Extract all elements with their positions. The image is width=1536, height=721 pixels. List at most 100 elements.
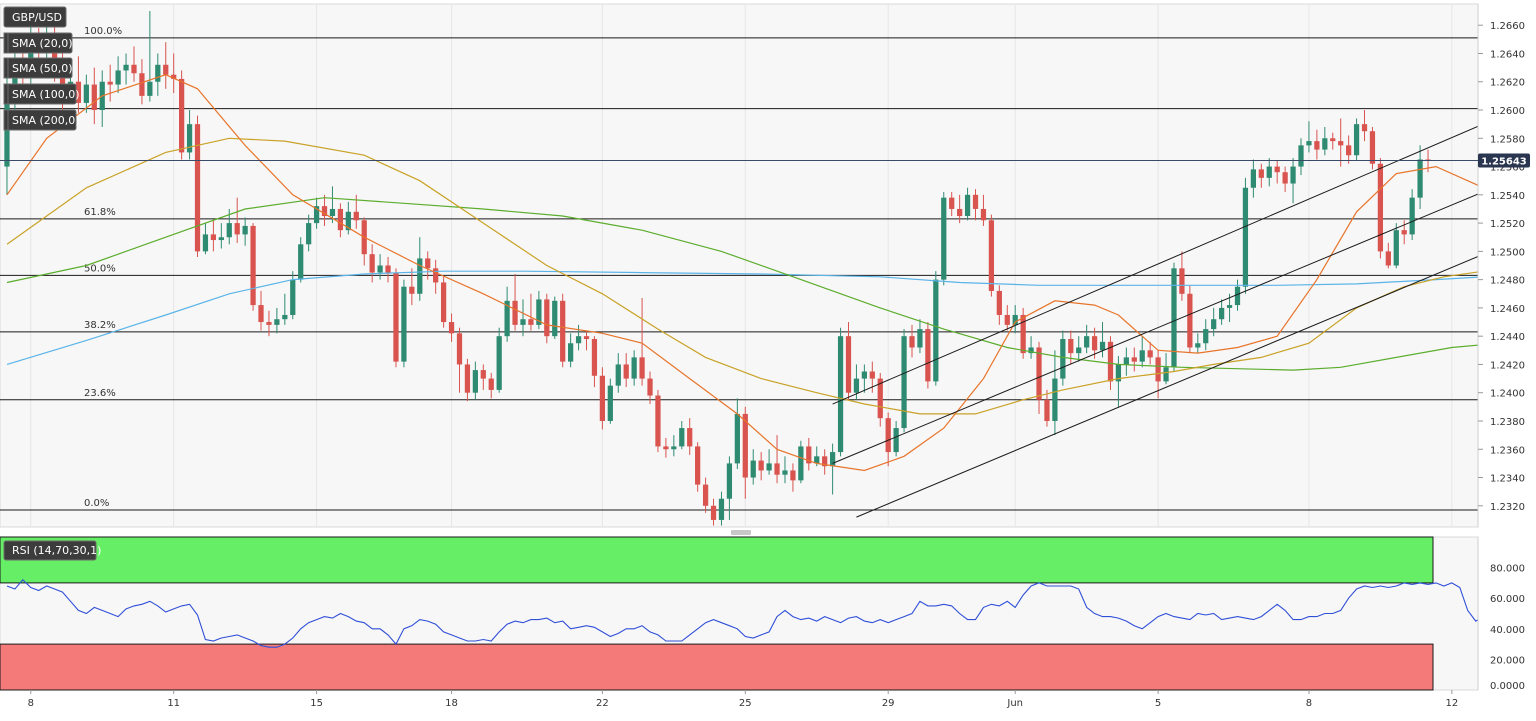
price-tick-label: 1.2620: [1490, 78, 1525, 89]
candle-body: [822, 456, 828, 467]
fib-label: 50.0%: [84, 263, 116, 274]
x-tick-label: 11: [167, 698, 180, 709]
price-tick-label: 1.2420: [1490, 360, 1525, 371]
candle-body: [1052, 378, 1058, 421]
rsi-axis-bg: [1478, 537, 1536, 690]
candle-body: [298, 244, 304, 280]
candle-body: [1377, 163, 1384, 252]
candle-body: [234, 223, 240, 235]
candle-body: [448, 322, 455, 334]
rsi-zones: [0, 536, 1434, 691]
symbol-text: GBP/USD: [12, 11, 62, 24]
candle-body: [401, 286, 407, 362]
rsi-tick-label: 40.000: [1490, 625, 1525, 636]
x-tick-label: 25: [739, 698, 752, 709]
candle-body: [1179, 268, 1185, 294]
candle-body: [726, 463, 733, 499]
candle-body: [806, 446, 812, 464]
fib-label: 23.6%: [84, 388, 116, 399]
candle-body: [186, 124, 193, 153]
candle-body: [1298, 145, 1304, 167]
candle-body: [671, 446, 677, 450]
candle-body: [1361, 124, 1368, 132]
candle-body: [1060, 339, 1066, 379]
x-tick-label: 18: [445, 698, 458, 709]
candle-body: [1234, 286, 1241, 306]
sma200-line: [6, 270, 1532, 365]
price-tick-label: 1.2340: [1490, 474, 1525, 485]
candle-body: [702, 484, 709, 506]
candle-body: [218, 237, 224, 241]
channel-line: [832, 169, 1536, 464]
sma50-label-text: SMA (50,0): [12, 62, 73, 75]
rsi-line: [6, 579, 1524, 648]
candle-body: [631, 357, 637, 379]
candle-body: [345, 211, 351, 231]
candle-body: [1258, 169, 1264, 178]
candle-body: [1242, 187, 1249, 287]
candle-body: [417, 258, 423, 294]
candle-body: [1155, 357, 1161, 382]
candle-body: [194, 124, 201, 252]
candle-body: [1020, 314, 1026, 354]
candle-body: [1099, 341, 1106, 351]
candle-body: [1346, 145, 1352, 156]
candle-body: [1147, 350, 1153, 358]
candle-body: [528, 319, 534, 325]
candle-body: [202, 234, 209, 252]
candle-body: [282, 314, 288, 320]
candle-body: [171, 74, 177, 79]
candle-body: [1306, 141, 1312, 146]
candle-body: [409, 286, 415, 294]
candle-body: [258, 305, 264, 323]
candle-body: [583, 336, 590, 340]
rsi-label: RSI (14,70,30,1): [3, 540, 101, 561]
sma100-line: [6, 197, 1532, 371]
candle-body: [964, 194, 971, 217]
candle-body: [599, 375, 606, 421]
candle-body: [980, 208, 987, 221]
candle-body: [1353, 124, 1360, 156]
candle-body: [766, 463, 772, 471]
candle-body: [83, 84, 89, 103]
sma100-label-text: SMA (100,0): [12, 88, 80, 101]
channel-line: [856, 231, 1536, 518]
price-tick-label: 1.2600: [1490, 106, 1525, 117]
candle-body: [560, 300, 566, 362]
candle-body: [869, 371, 875, 379]
candle-body: [996, 290, 1002, 315]
candle-body: [115, 70, 121, 85]
candle-body: [353, 211, 359, 221]
candle-body: [377, 265, 383, 273]
candle-body: [829, 452, 836, 467]
candle-body: [1012, 314, 1018, 325]
moving-averages: [6, 74, 1532, 472]
candle-body: [425, 258, 431, 269]
candle-body: [266, 322, 272, 325]
sma100-label: SMA (100,0): [3, 83, 80, 105]
candle-body: [210, 234, 217, 241]
x-tick-label: 8: [1306, 698, 1312, 709]
x-tick-label: 5: [1155, 698, 1161, 709]
panel-resize-handle[interactable]: [731, 530, 751, 535]
candle-body: [734, 413, 740, 464]
price-tick-label: 1.2500: [1490, 247, 1525, 258]
price-tick-label: 1.2580: [1490, 134, 1525, 145]
candle-body: [274, 319, 280, 325]
candle-body: [123, 64, 129, 71]
sma50-label: SMA (50,0): [3, 57, 73, 79]
candle-body: [1417, 159, 1423, 198]
sma200-label: SMA (200,0): [3, 109, 80, 131]
candle-body: [464, 364, 471, 393]
candle-body: [655, 395, 661, 447]
price-tick-label: 1.2320: [1490, 502, 1525, 513]
candle-body: [1139, 350, 1145, 362]
x-tick-label: 29: [882, 698, 895, 709]
candle-body: [1084, 336, 1090, 348]
candle-body: [1004, 314, 1010, 325]
rsi-tick-label: 80.000: [1490, 564, 1525, 575]
candle-body: [1385, 251, 1391, 266]
candle-body: [893, 428, 899, 453]
price-tick-label: 1.2520: [1490, 219, 1525, 230]
sma200-label-text: SMA (200,0): [12, 114, 80, 127]
